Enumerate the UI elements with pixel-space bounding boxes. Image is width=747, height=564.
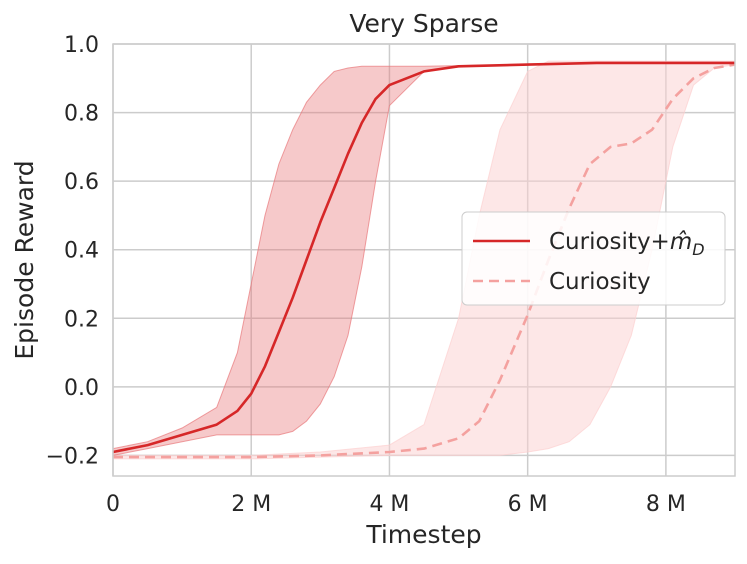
series-line-curiosity-mhat (112, 61, 735, 454)
x-tick-label: 2 M (231, 492, 271, 517)
y-tick-label: −0.2 (46, 444, 99, 469)
y-tick-label: 0.0 (64, 376, 99, 401)
x-tick-label: 8 M (646, 492, 686, 517)
x-axis-ticks: 0 2 M 4 M 6 M 8 M (106, 492, 686, 517)
legend-label-subscript: D (692, 240, 704, 259)
x-axis-label: Timestep (365, 520, 481, 549)
plot-frame (112, 43, 736, 477)
y-tick-label: 0.6 (64, 170, 99, 195)
legend-label-math: m̂ (670, 229, 692, 255)
y-axis-label: Episode Reward (10, 160, 39, 359)
legend-label-base: Curiosity+ (549, 229, 670, 255)
y-tick-label: 1.0 (64, 33, 99, 58)
y-tick-label: 0.8 (64, 102, 99, 127)
legend: Curiosity+m̂D Curiosity (461, 211, 726, 306)
y-tick-label: 0.4 (64, 239, 99, 264)
x-tick-label: 0 (106, 492, 120, 517)
x-tick-label: 6 M (508, 492, 548, 517)
legend-label-curiosity-mhat: Curiosity+m̂D (549, 229, 705, 259)
y-axis-ticks: −0.2 0.0 0.2 0.4 0.6 0.8 1.0 (46, 33, 99, 469)
y-tick-label: 0.2 (64, 307, 99, 332)
x-tick-label: 4 M (369, 492, 409, 517)
chart-title: Very Sparse (349, 9, 498, 38)
legend-label-curiosity: Curiosity (549, 269, 651, 295)
